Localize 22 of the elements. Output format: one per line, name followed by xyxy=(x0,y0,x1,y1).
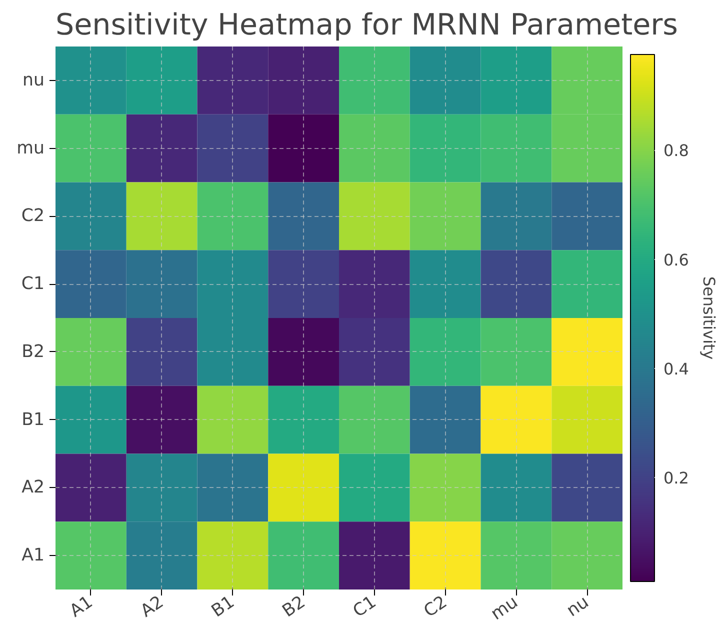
x-tick-label: A1 xyxy=(66,592,97,622)
x-tick-label: C2 xyxy=(420,592,451,622)
y-tick-label: B1 xyxy=(22,410,45,430)
color-bar-label: 0.8 xyxy=(664,141,689,160)
y-tick-label: A2 xyxy=(22,478,45,498)
chart-title: Sensitivity Heatmap for MRNN Parameters xyxy=(56,8,678,42)
x-tick-label: B2 xyxy=(279,592,310,622)
color-bar-label: 0.2 xyxy=(664,468,689,488)
color-bar-label: 0.6 xyxy=(664,250,689,270)
x-tick-label: A2 xyxy=(137,592,168,622)
y-tick-label: nu xyxy=(22,70,45,90)
y-tick-label: B2 xyxy=(22,342,45,362)
color-bar-title: Sensitivity xyxy=(700,276,718,360)
y-tick-label: mu xyxy=(16,138,45,158)
y-tick-label: C1 xyxy=(21,274,44,294)
x-tick-label: C1 xyxy=(350,592,380,622)
x-tick-label: B1 xyxy=(208,592,238,622)
x-tick-label: mu xyxy=(488,592,522,624)
x-tick-label: nu xyxy=(563,592,593,622)
color-bar-label: 0.4 xyxy=(664,360,689,379)
y-tick-label: A1 xyxy=(22,546,45,566)
y-tick-label: C2 xyxy=(21,206,44,226)
